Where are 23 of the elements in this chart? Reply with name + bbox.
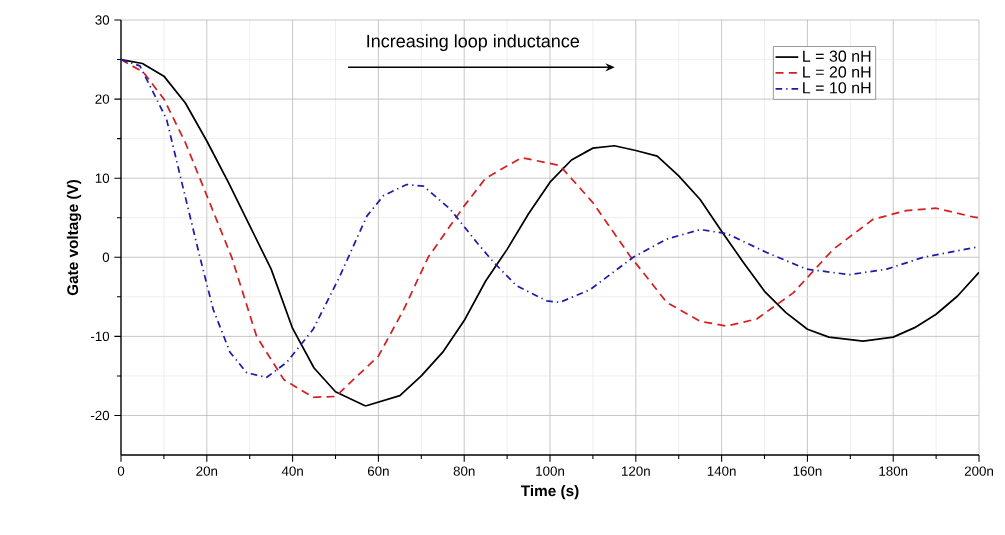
x-tick-label: 60n [367, 466, 389, 476]
x-tick-label: 40n [281, 466, 303, 476]
x-tick-label: 180n [879, 466, 908, 476]
x-tick-label: 200n [964, 466, 993, 476]
y-tick-label: -20 [90, 410, 110, 421]
x-tick-label: 100n [536, 466, 564, 476]
legend-label: L = 30 nH [803, 50, 871, 62]
x-tick-label: 0 [117, 466, 125, 476]
x-axis-title: Time (s) [520, 484, 579, 500]
legend-label: L = 20 nH [803, 66, 871, 78]
x-tick-label: 20n [196, 466, 218, 476]
y-tick-label: 30 [95, 15, 110, 25]
x-tick-label: 160n [793, 466, 822, 476]
legend-label: L = 10 nH [803, 82, 871, 94]
x-tick-label: 140n [707, 466, 736, 476]
y-tick-label: -10 [90, 331, 110, 342]
x-tick-label: 80n [453, 466, 475, 476]
y-axis-title: Gate voltage (V) [66, 179, 82, 296]
y-tick-label: 0 [102, 252, 110, 262]
x-tick-label: 120n [622, 466, 650, 476]
annotation: Increasing loop inductance [367, 34, 580, 52]
y-tick-label: 20 [95, 94, 110, 104]
y-tick-label: 10 [95, 173, 110, 183]
